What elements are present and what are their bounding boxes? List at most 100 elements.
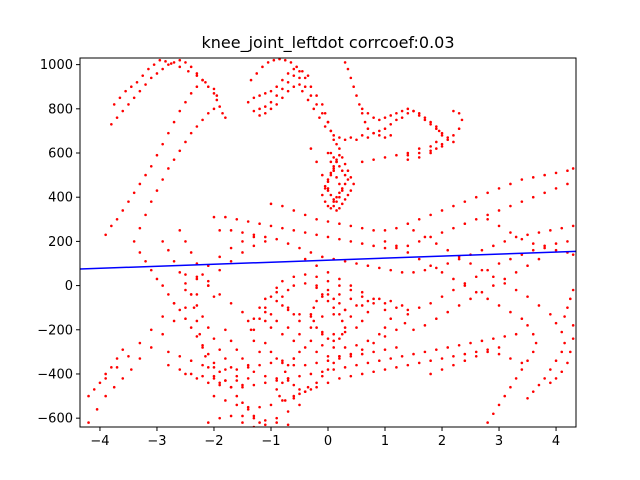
scatter-point — [278, 394, 281, 398]
scatter-point — [204, 81, 207, 84]
scatter-point — [457, 257, 461, 261]
scatter-point — [349, 189, 353, 192]
scatter-point — [189, 372, 193, 376]
scatter-point — [221, 111, 224, 115]
scatter-point — [332, 339, 336, 343]
scatter-point — [452, 226, 455, 230]
scatter-point — [326, 293, 330, 296]
scatter-point — [184, 100, 187, 104]
scatter-point — [480, 290, 484, 294]
scatter-point — [112, 385, 116, 389]
scatter-point — [346, 193, 350, 197]
scatter-point — [366, 111, 370, 115]
scatter-point — [474, 350, 478, 354]
scatter-point — [531, 195, 535, 199]
scatter-point — [206, 366, 210, 369]
scatter-point — [435, 127, 438, 131]
y-tick-label: 1000 — [40, 58, 73, 73]
scatter-point — [343, 198, 347, 201]
x-tick-label: −3 — [147, 434, 166, 449]
scatter-point — [121, 109, 125, 113]
scatter-point — [355, 326, 358, 329]
scatter-point — [360, 372, 364, 376]
scatter-point — [355, 138, 358, 142]
scatter-point — [269, 350, 273, 354]
scatter-point — [326, 178, 330, 181]
scatter-point — [132, 191, 136, 195]
scatter-point — [212, 361, 216, 365]
scatter-point — [303, 85, 307, 89]
scatter-point — [246, 220, 250, 223]
scatter-point — [343, 138, 347, 142]
scatter-point — [497, 209, 501, 212]
scatter-point — [286, 308, 290, 312]
scatter-point — [309, 339, 313, 343]
scatter-point — [463, 200, 467, 203]
scatter-point — [383, 326, 387, 329]
scatter-point — [372, 301, 375, 305]
scatter-point — [378, 297, 381, 301]
scatter-point — [104, 394, 107, 398]
scatter-point — [275, 299, 278, 303]
scatter-point — [509, 204, 512, 208]
scatter-point — [560, 370, 564, 374]
scatter-point — [255, 72, 259, 75]
scatter-point — [571, 224, 575, 228]
scatter-point — [440, 134, 444, 137]
scatter-point — [144, 173, 147, 177]
fit-line — [80, 250, 576, 270]
scatter-point — [531, 176, 535, 179]
scatter-point — [338, 301, 341, 305]
scatter-point — [309, 85, 313, 89]
scatter-point — [329, 160, 333, 164]
scatter-point — [395, 328, 398, 332]
scatter-point — [446, 136, 450, 139]
scatter-point — [249, 78, 253, 82]
scatter-point — [355, 94, 358, 97]
scatter-point — [127, 103, 130, 106]
scatter-point — [303, 390, 307, 393]
scatter-point — [389, 317, 393, 321]
scatter-point — [195, 277, 199, 281]
scatter-point — [303, 363, 307, 367]
scatter-point — [378, 266, 381, 270]
scatter-point — [320, 295, 324, 298]
scatter-point — [315, 381, 318, 385]
scatter-point — [269, 295, 273, 298]
scatter-point — [526, 324, 529, 327]
scatter-point — [149, 164, 153, 168]
scatter-point — [178, 308, 182, 312]
x-tick-label: 3 — [495, 434, 503, 449]
scatter-point — [167, 248, 170, 252]
scatter-point — [246, 377, 250, 380]
scatter-point — [301, 69, 304, 73]
scatter-point — [212, 87, 216, 91]
scatter-point — [278, 58, 281, 61]
scatter-point — [437, 129, 441, 133]
scatter-point — [292, 339, 296, 343]
scatter-point — [366, 264, 370, 268]
scatter-point — [429, 149, 432, 153]
scatter-point — [531, 332, 535, 336]
scatter-point — [169, 62, 173, 65]
scatter-point — [323, 184, 327, 188]
scatter-point — [201, 118, 204, 122]
scatter-point — [366, 299, 370, 303]
regression-line — [80, 250, 576, 270]
scatter-point — [320, 103, 324, 106]
scatter-point — [474, 290, 478, 294]
scatter-point — [212, 215, 216, 219]
scatter-point — [281, 361, 284, 365]
scatter-point — [124, 89, 127, 93]
scatter-point — [378, 359, 381, 363]
scatter-point — [480, 339, 484, 343]
scatter-point — [389, 268, 393, 272]
scatter-point — [395, 226, 398, 230]
scatter-point — [292, 284, 296, 287]
scatter-point — [155, 277, 159, 281]
scatter-point — [263, 297, 267, 301]
scatter-point — [417, 306, 421, 309]
scatter-point — [281, 304, 284, 307]
scatter-point — [218, 381, 221, 385]
scatter-point — [201, 78, 204, 82]
